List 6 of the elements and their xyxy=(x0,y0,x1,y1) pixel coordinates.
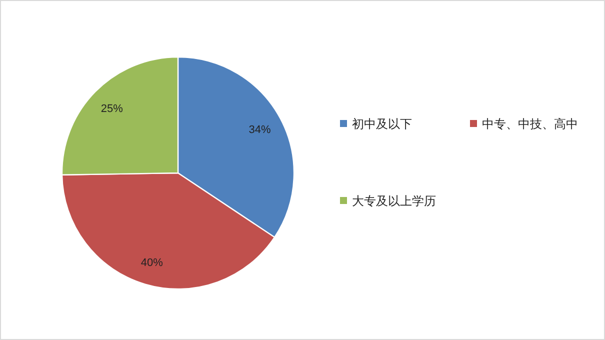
legend-label: 大专及以上学历 xyxy=(352,194,436,208)
data-label: 25% xyxy=(100,102,124,115)
legend-label: 初中及以下 xyxy=(352,117,412,131)
data-label: 40% xyxy=(140,257,164,270)
data-label: 34% xyxy=(248,124,272,136)
legend-label: 中专、中技、高中 xyxy=(482,117,578,131)
